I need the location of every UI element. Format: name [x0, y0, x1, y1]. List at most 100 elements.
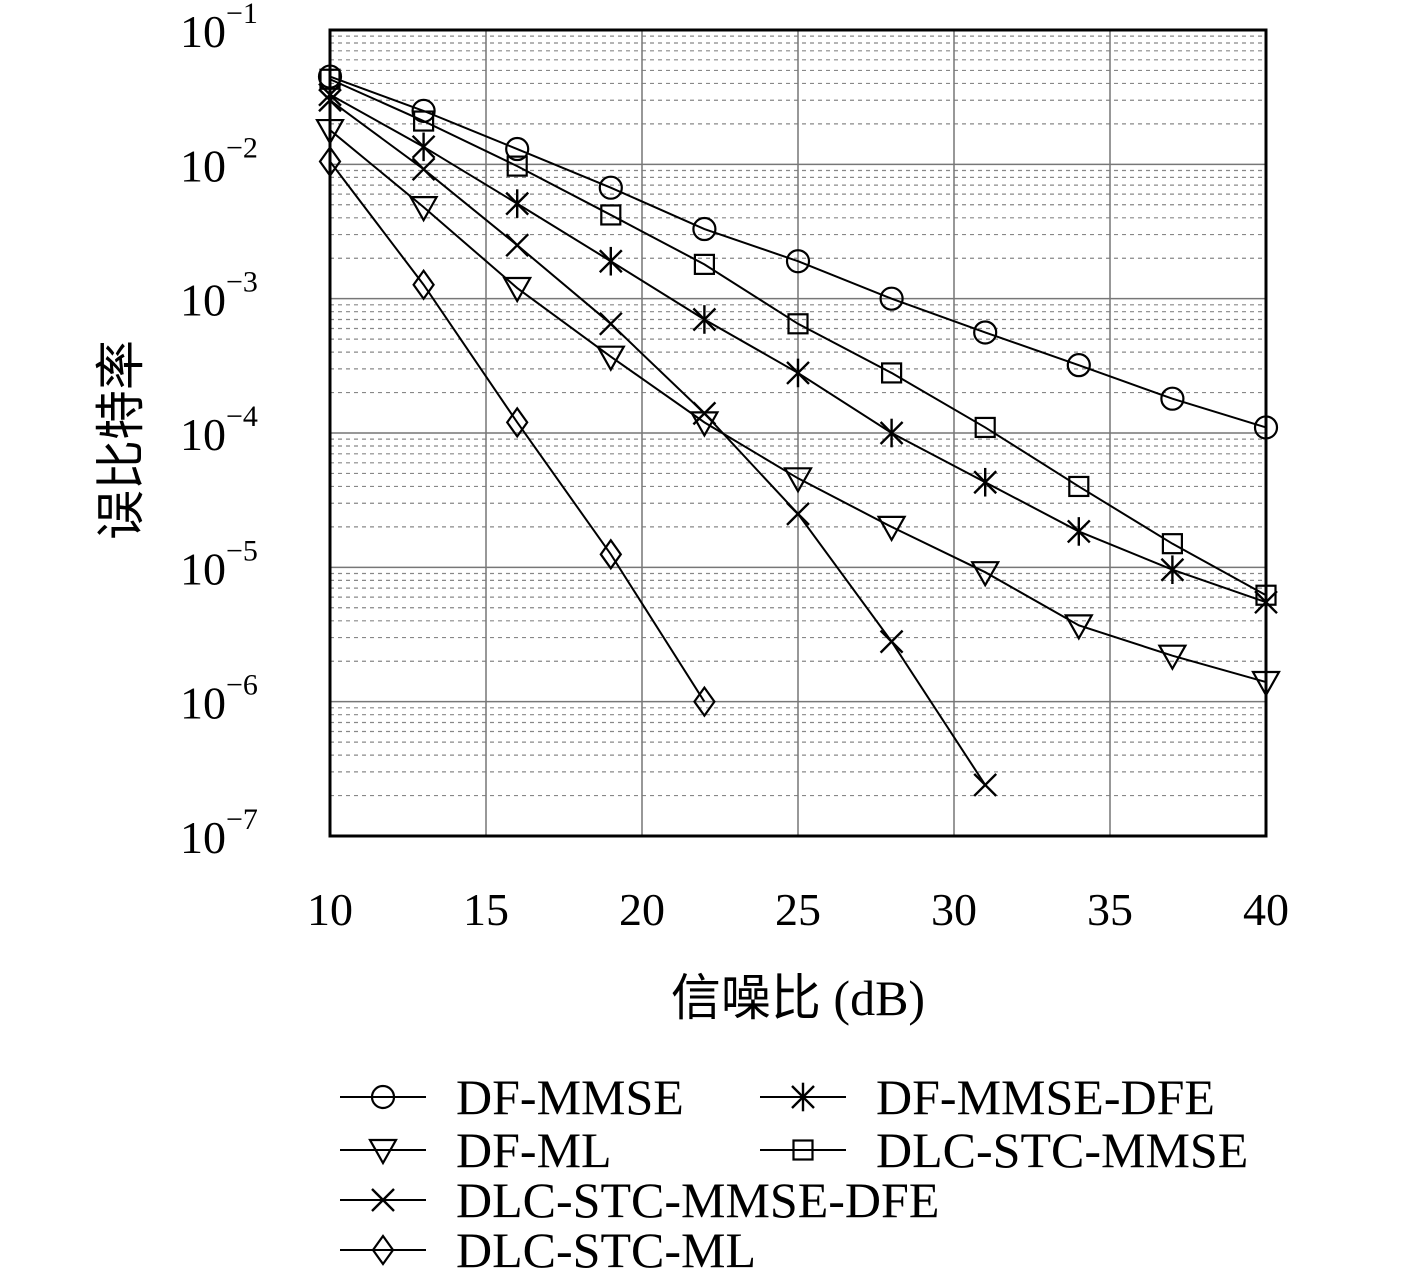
- y-tick-label: 10−6: [180, 669, 258, 729]
- data-point-marker: [1255, 584, 1277, 606]
- series-dlc-stc-mmse: [319, 68, 1277, 606]
- data-point-marker: [598, 175, 623, 200]
- data-point-marker: [786, 358, 810, 388]
- data-point-marker: [411, 132, 436, 162]
- data-point-marker: [970, 561, 1001, 588]
- data-point-marker: [411, 157, 436, 182]
- y-tick-label: 10−7: [180, 803, 258, 863]
- y-tick-labels: 10−7 10−6 10−5 10−4 10−3 10−2 10−1: [180, 0, 258, 863]
- series-dlc-stc-ml: [318, 145, 716, 718]
- data-point-marker: [1157, 644, 1188, 671]
- data-point-marker: [412, 268, 435, 301]
- data-point-marker: [692, 216, 717, 242]
- data-point-marker: [783, 467, 813, 494]
- data-point-marker: [973, 773, 998, 797]
- legend-label: DLC-STC-ML: [456, 1222, 756, 1275]
- data-point-marker: [413, 110, 435, 132]
- data-point-marker: [371, 1234, 395, 1266]
- data-point-marker: [1253, 415, 1279, 440]
- data-point-marker: [506, 155, 528, 177]
- legend-entry: DLC-STC-ML: [340, 1222, 756, 1278]
- data-point-marker: [791, 1082, 815, 1112]
- y-tick-label: 10−1: [180, 0, 258, 57]
- x-axis-label: 信噪比 (dB): [671, 970, 925, 1026]
- data-point-marker: [879, 286, 904, 311]
- data-point-marker: [595, 345, 626, 372]
- x-tick-label: 40: [1243, 884, 1289, 935]
- data-point-marker: [787, 313, 809, 335]
- legend-label: DF-MMSE: [456, 1069, 684, 1125]
- data-point-marker: [692, 305, 717, 334]
- data-point-marker: [876, 515, 907, 543]
- legend-entry: DF-MMSE-DFE: [760, 1069, 1215, 1125]
- data-point-marker: [786, 502, 810, 526]
- x-tick-label: 15: [463, 884, 509, 935]
- data-point-marker: [600, 204, 622, 226]
- major-grid: [330, 30, 1266, 836]
- data-point-marker: [408, 196, 439, 223]
- x-tick-label: 20: [619, 884, 665, 935]
- data-point-marker: [502, 276, 533, 304]
- data-point-marker: [318, 80, 342, 109]
- series-line: [329, 129, 1267, 683]
- data-point-marker: [792, 1139, 814, 1161]
- series-df-mmse: [317, 64, 1279, 440]
- data-point-marker: [598, 246, 623, 276]
- data-point-marker: [1066, 517, 1091, 546]
- plot-frame: [328, 28, 1268, 838]
- data-point-marker: [505, 406, 529, 439]
- data-point-marker: [368, 1138, 398, 1166]
- data-point-marker: [693, 685, 716, 718]
- x-tick-label: 10: [307, 884, 353, 935]
- data-point-marker: [1068, 475, 1090, 498]
- data-point-marker: [505, 233, 530, 258]
- series-df-mmse-dfe: [318, 80, 1278, 617]
- y-tick-label: 10−5: [180, 534, 258, 594]
- y-tick-label: 10−2: [180, 131, 258, 191]
- data-point-marker: [693, 253, 716, 275]
- series-df-ml: [315, 118, 1281, 698]
- data-point-marker: [318, 145, 342, 178]
- data-point-marker: [315, 118, 345, 146]
- data-point-marker: [879, 418, 904, 448]
- data-point-marker: [598, 311, 623, 336]
- x-tick-label: 35: [1087, 884, 1133, 935]
- legend-entry: DLC-STC-MMSE: [760, 1122, 1248, 1178]
- legend-entry: DLC-STC-MMSE-DFE: [340, 1172, 939, 1228]
- data-point-marker: [1160, 386, 1185, 411]
- legend-label: DLC-STC-MMSE-DFE: [456, 1172, 939, 1228]
- data-point-marker: [1063, 614, 1094, 641]
- data-point-marker: [1160, 555, 1185, 585]
- data-point-marker: [371, 1188, 395, 1212]
- data-point-marker: [370, 1084, 396, 1110]
- legend-label: DLC-STC-MMSE: [876, 1122, 1248, 1178]
- x-tick-label: 30: [931, 884, 977, 935]
- series-line: [329, 160, 706, 703]
- data-point-marker: [319, 68, 341, 90]
- data-point-marker: [1254, 587, 1278, 617]
- x-tick-labels: 10 15 20 25 30 35 40: [307, 884, 1289, 935]
- legend-entry: DF-ML: [340, 1122, 612, 1178]
- series-dlc-stc-mmse-dfe: [318, 88, 998, 797]
- data-point-marker: [1066, 353, 1091, 378]
- y-tick-label: 10−3: [180, 266, 258, 326]
- legend-entry: DF-MMSE: [340, 1069, 684, 1125]
- series-line: [329, 75, 1267, 429]
- legend-label: DF-ML: [456, 1122, 612, 1178]
- series-line: [329, 78, 1267, 597]
- data-point-marker: [505, 136, 530, 162]
- data-point-marker: [973, 320, 998, 345]
- data-point-marker: [879, 629, 904, 654]
- y-tick-label: 10−4: [180, 400, 258, 460]
- data-point-marker: [974, 416, 996, 439]
- x-tick-label: 25: [775, 884, 821, 935]
- data-point-marker: [785, 249, 811, 274]
- data-point-marker: [505, 189, 530, 218]
- data-point-marker: [318, 88, 342, 113]
- legend-label: DF-MMSE-DFE: [876, 1069, 1215, 1125]
- data-point-marker: [880, 362, 903, 384]
- data-point-marker: [599, 538, 623, 571]
